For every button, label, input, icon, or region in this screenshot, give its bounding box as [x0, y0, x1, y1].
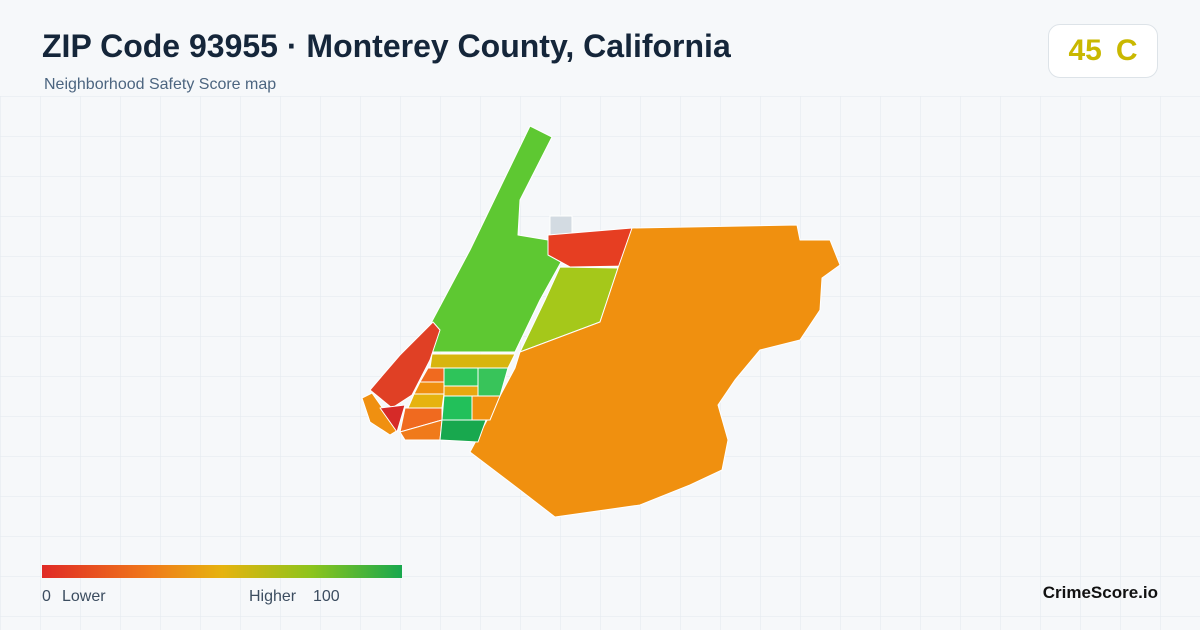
region: [429, 125, 566, 353]
legend-max: 100: [313, 588, 340, 605]
region: [407, 393, 445, 409]
region: [361, 392, 399, 436]
score-value: 45: [1068, 34, 1102, 67]
region: [547, 227, 633, 268]
region: [549, 215, 573, 236]
region: [443, 385, 479, 397]
legend-gradient: [42, 565, 402, 578]
legend-max-label: Higher: [249, 588, 297, 605]
region: [469, 224, 841, 518]
neighborhoods: [361, 125, 841, 518]
score-grade: C: [1115, 34, 1138, 67]
region: [441, 395, 473, 421]
region: [439, 419, 487, 443]
region: [429, 353, 516, 369]
subtitle: Neighborhood Safety Score map: [44, 76, 277, 93]
region: [379, 404, 406, 433]
region: [471, 395, 501, 421]
score-badge: 45 C: [1048, 24, 1158, 78]
title: ZIP Code 93955 · Monterey County, Califo…: [42, 28, 731, 64]
region: [443, 367, 479, 387]
brand: CrimeScore.io: [1042, 583, 1158, 602]
region: [369, 321, 441, 409]
legend-min-label: Lower: [62, 588, 106, 605]
legend-min: 0: [42, 588, 51, 605]
